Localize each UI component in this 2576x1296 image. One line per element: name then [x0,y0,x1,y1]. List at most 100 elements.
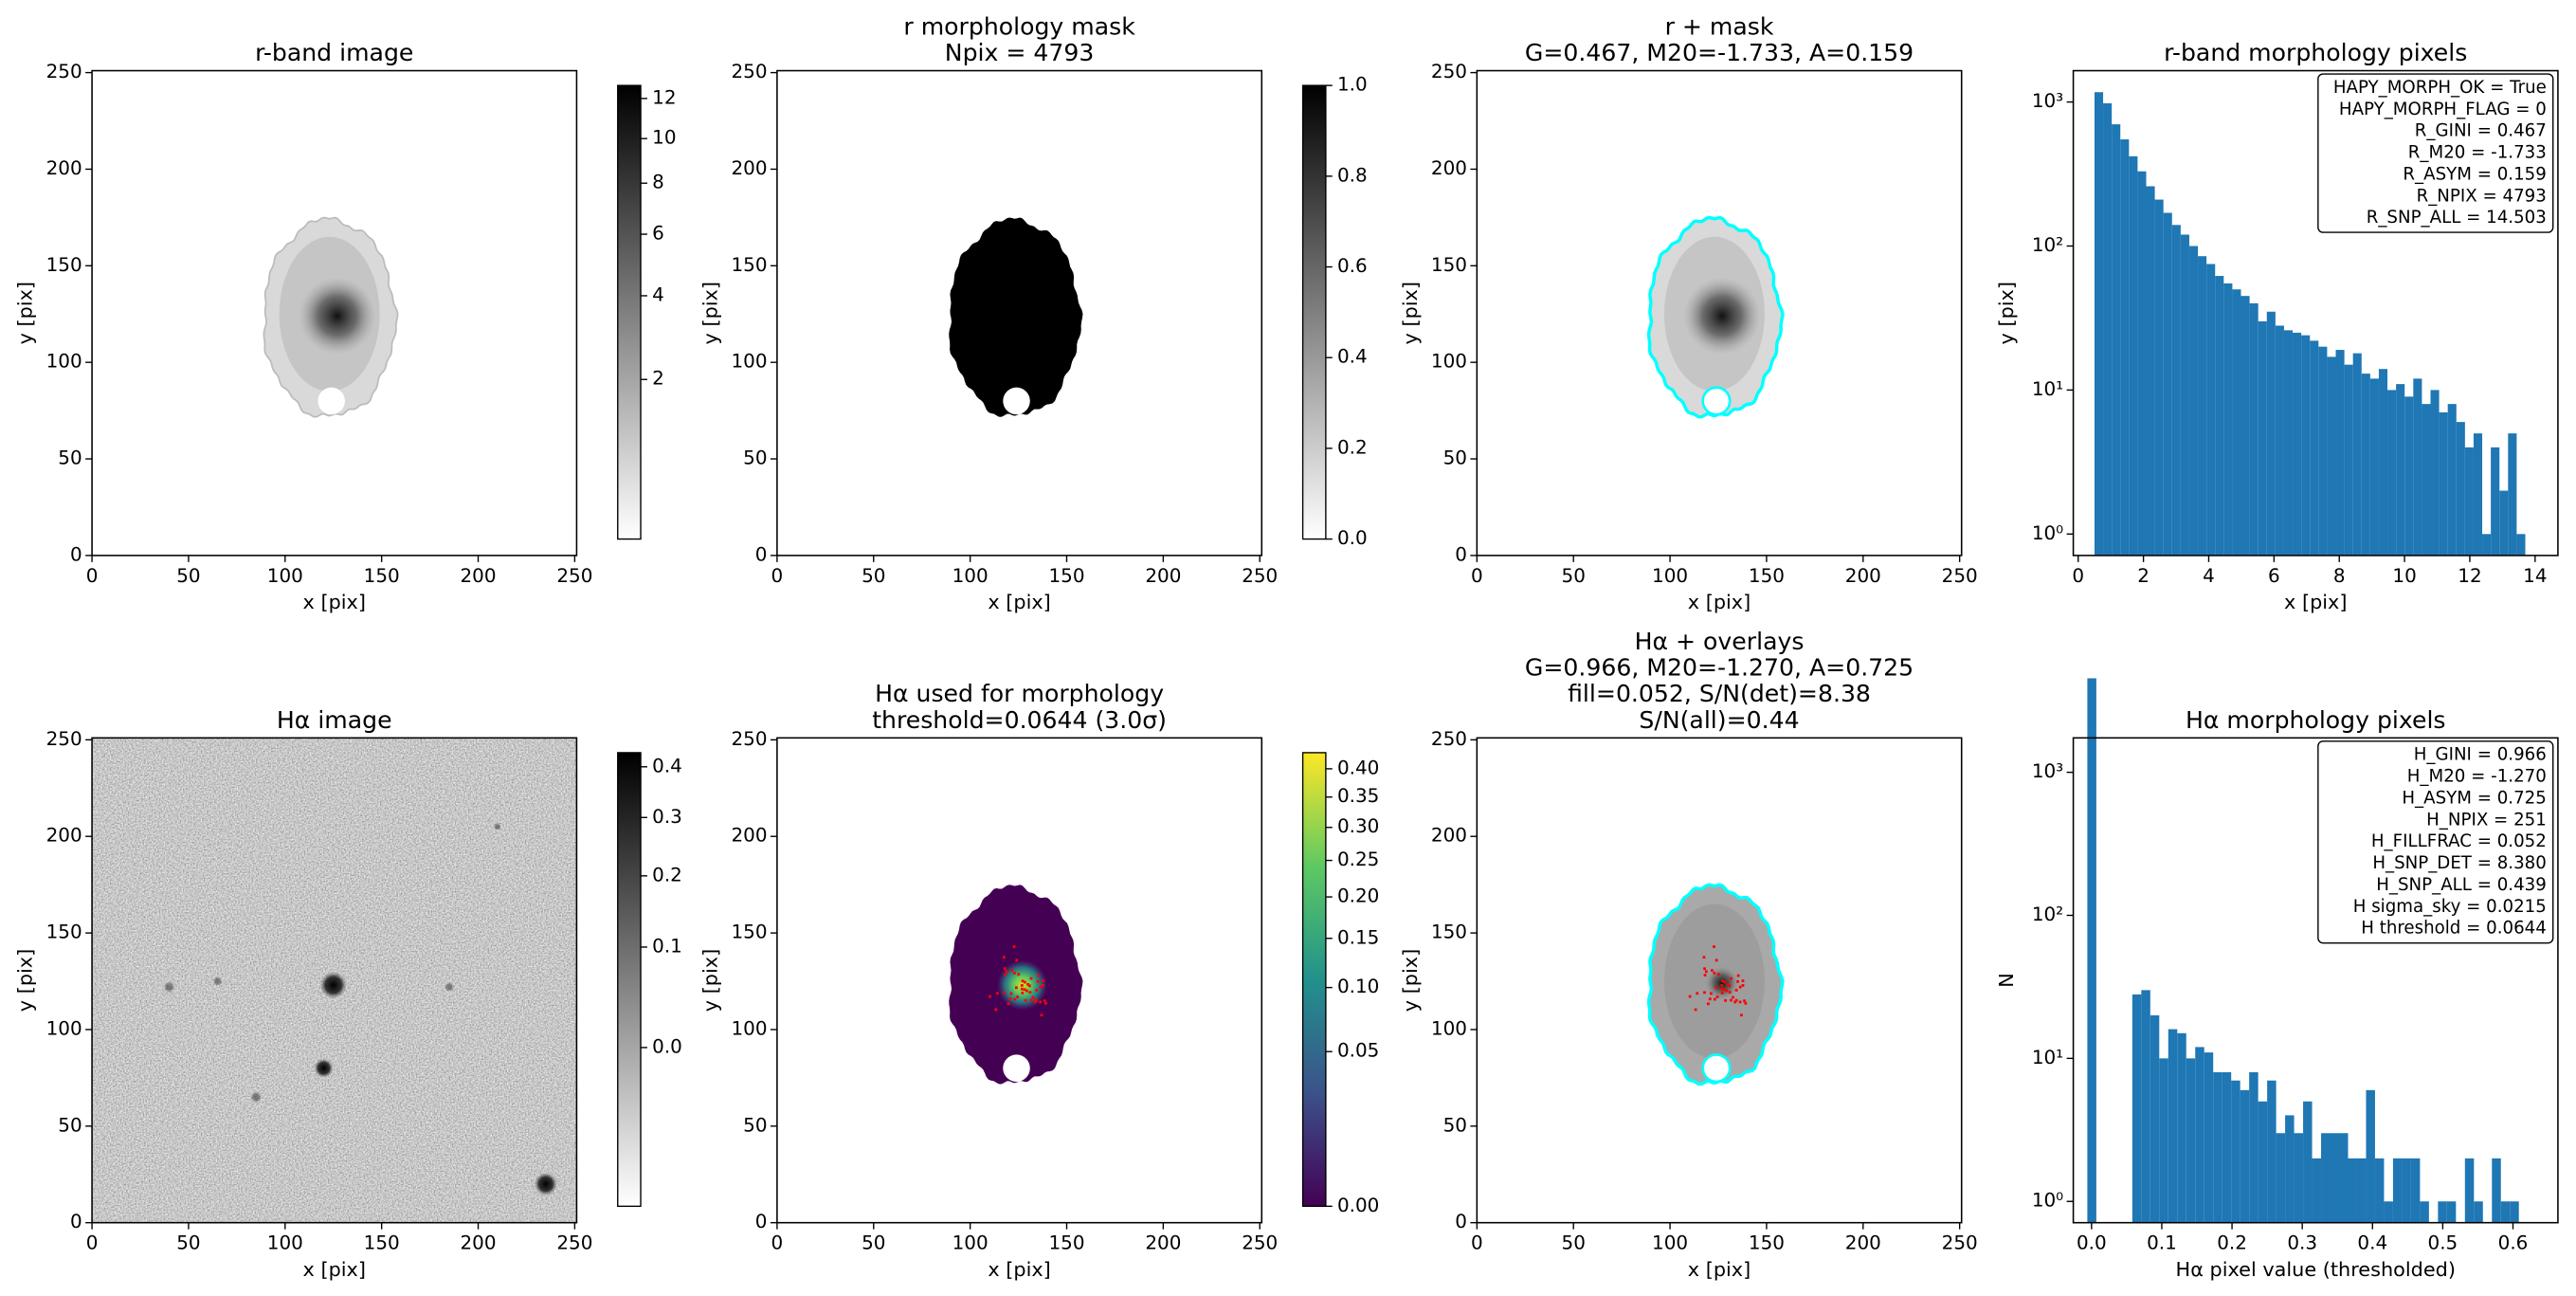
annotation-line: H_M20 = -1.270 [2407,767,2547,787]
detection-pixel [1016,995,1019,998]
detection-pixel [1734,989,1738,992]
x-tick-label: 10 [2392,565,2416,587]
colorbar-tick-label: 0.10 [1337,976,1379,997]
detection-pixel [1716,973,1720,977]
bar [2321,1133,2331,1223]
y-tick-label: 10⁰ [2032,1190,2063,1212]
detection-pixel [1713,945,1715,948]
detection-pixel [1720,991,1724,995]
x-tick-label: 0 [86,565,99,587]
bar [2330,1133,2340,1223]
y-tick-label: 200 [46,157,82,179]
annotation-line: H_SNP_DET = 8.380 [2372,853,2546,873]
detection-pixel [1003,967,1007,971]
detection-pixel [1013,997,1017,1001]
source [314,1058,334,1078]
detection-pixel [1020,984,1024,987]
colorbar-tick-label: 0.0 [652,1035,682,1057]
detection-pixel [994,1008,998,1012]
bar [2384,1201,2393,1223]
colorbar-tick-label: 12 [652,86,676,108]
annotation-line: HAPY_MORPH_FLAG = 0 [2339,100,2547,119]
detection-pixel [1026,983,1030,986]
bar [2402,1158,2411,1223]
y-tick-label: 50 [1443,447,1467,469]
bar [2094,92,2104,556]
bar [2446,1201,2457,1223]
panel-title: fill=0.052, S/N(det)=8.38 [1568,680,1871,707]
x-tick-label: 0.6 [2498,1232,2529,1254]
x-tick-label: 8 [2333,565,2346,587]
x-axis-label: x [pix] [988,591,1050,613]
x-tick-label: 200 [1145,565,1181,587]
panel-title: Npix = 4793 [945,39,1095,66]
colorbar-tick-label: 0.6 [1337,255,1368,277]
y-axis-label: y [pix] [699,282,722,344]
bar [2447,404,2457,556]
y-tick-label: 200 [1431,157,1467,179]
bar [2204,1052,2214,1223]
bar [2258,1101,2268,1223]
bar [2500,1201,2511,1223]
bar [2392,1158,2403,1223]
x-tick-label: 100 [267,1232,303,1254]
detection-pixel [1715,995,1719,998]
x-tick-label: 250 [1942,1232,1978,1254]
detection-pixel [1035,998,1039,1002]
bar [2482,534,2492,556]
detection-pixel [1010,969,1014,972]
x-tick-label: 2 [2137,565,2150,587]
mask-hole [317,387,345,415]
bar [2266,311,2276,556]
detection-pixel [1728,991,1732,995]
x-tick-label: 150 [364,565,400,587]
y-tick-label: 150 [1431,254,1467,276]
x-tick-label: 250 [1942,565,1978,587]
x-tick-label: 0 [771,1232,784,1254]
detection-pixel [1732,995,1734,999]
panel: Hα image 0 50 100 150 200 250 0 50 100 150 200 250 x … [14,706,682,1281]
x-tick-label: 200 [1845,1232,1881,1254]
colorbar [1301,84,1327,540]
x-axis-label: x [pix] [303,591,366,613]
bar [2112,124,2121,556]
annotation-line: H_NPIX = 251 [2426,810,2547,830]
y-tick-label: 0 [1455,543,1467,565]
detection-pixel [1017,973,1021,977]
annotation-line: H_GINI = 0.966 [2414,745,2547,765]
mask-hole-edge [1701,386,1732,416]
bar [2283,330,2294,556]
axes-frame [776,69,1263,557]
axes-frame [2072,69,2559,557]
bar [2177,1032,2186,1223]
y-tick-label: 250 [46,728,82,750]
bar [2188,246,2199,556]
detection-pixel [1042,984,1044,987]
bar [2438,1201,2447,1223]
x-tick-label: 50 [862,1232,885,1254]
detection-pixel [1008,997,1012,1001]
source [319,971,347,999]
detection-pixel [1713,997,1716,1001]
y-tick-label: 200 [1431,825,1467,847]
bar [2339,1133,2349,1223]
annotation-line: R_ASYM = 0.159 [2403,164,2546,184]
bar [2301,335,2311,556]
x-tick-label: 50 [1562,1232,1586,1254]
x-axis-label: x [pix] [303,1258,366,1281]
bar [2231,1080,2240,1223]
bar [2508,433,2517,556]
bar [2195,1047,2204,1223]
source [250,1091,263,1104]
x-tick-label: 250 [556,565,592,587]
panel-title: S/N(all)=0.44 [1639,706,1799,734]
detection-pixel [1021,991,1025,995]
bar [2240,1089,2250,1223]
detection-pixel [1024,998,1027,1002]
detection-pixel [1741,979,1745,982]
axes-frame [91,69,578,557]
detection-pixel [1721,979,1724,983]
